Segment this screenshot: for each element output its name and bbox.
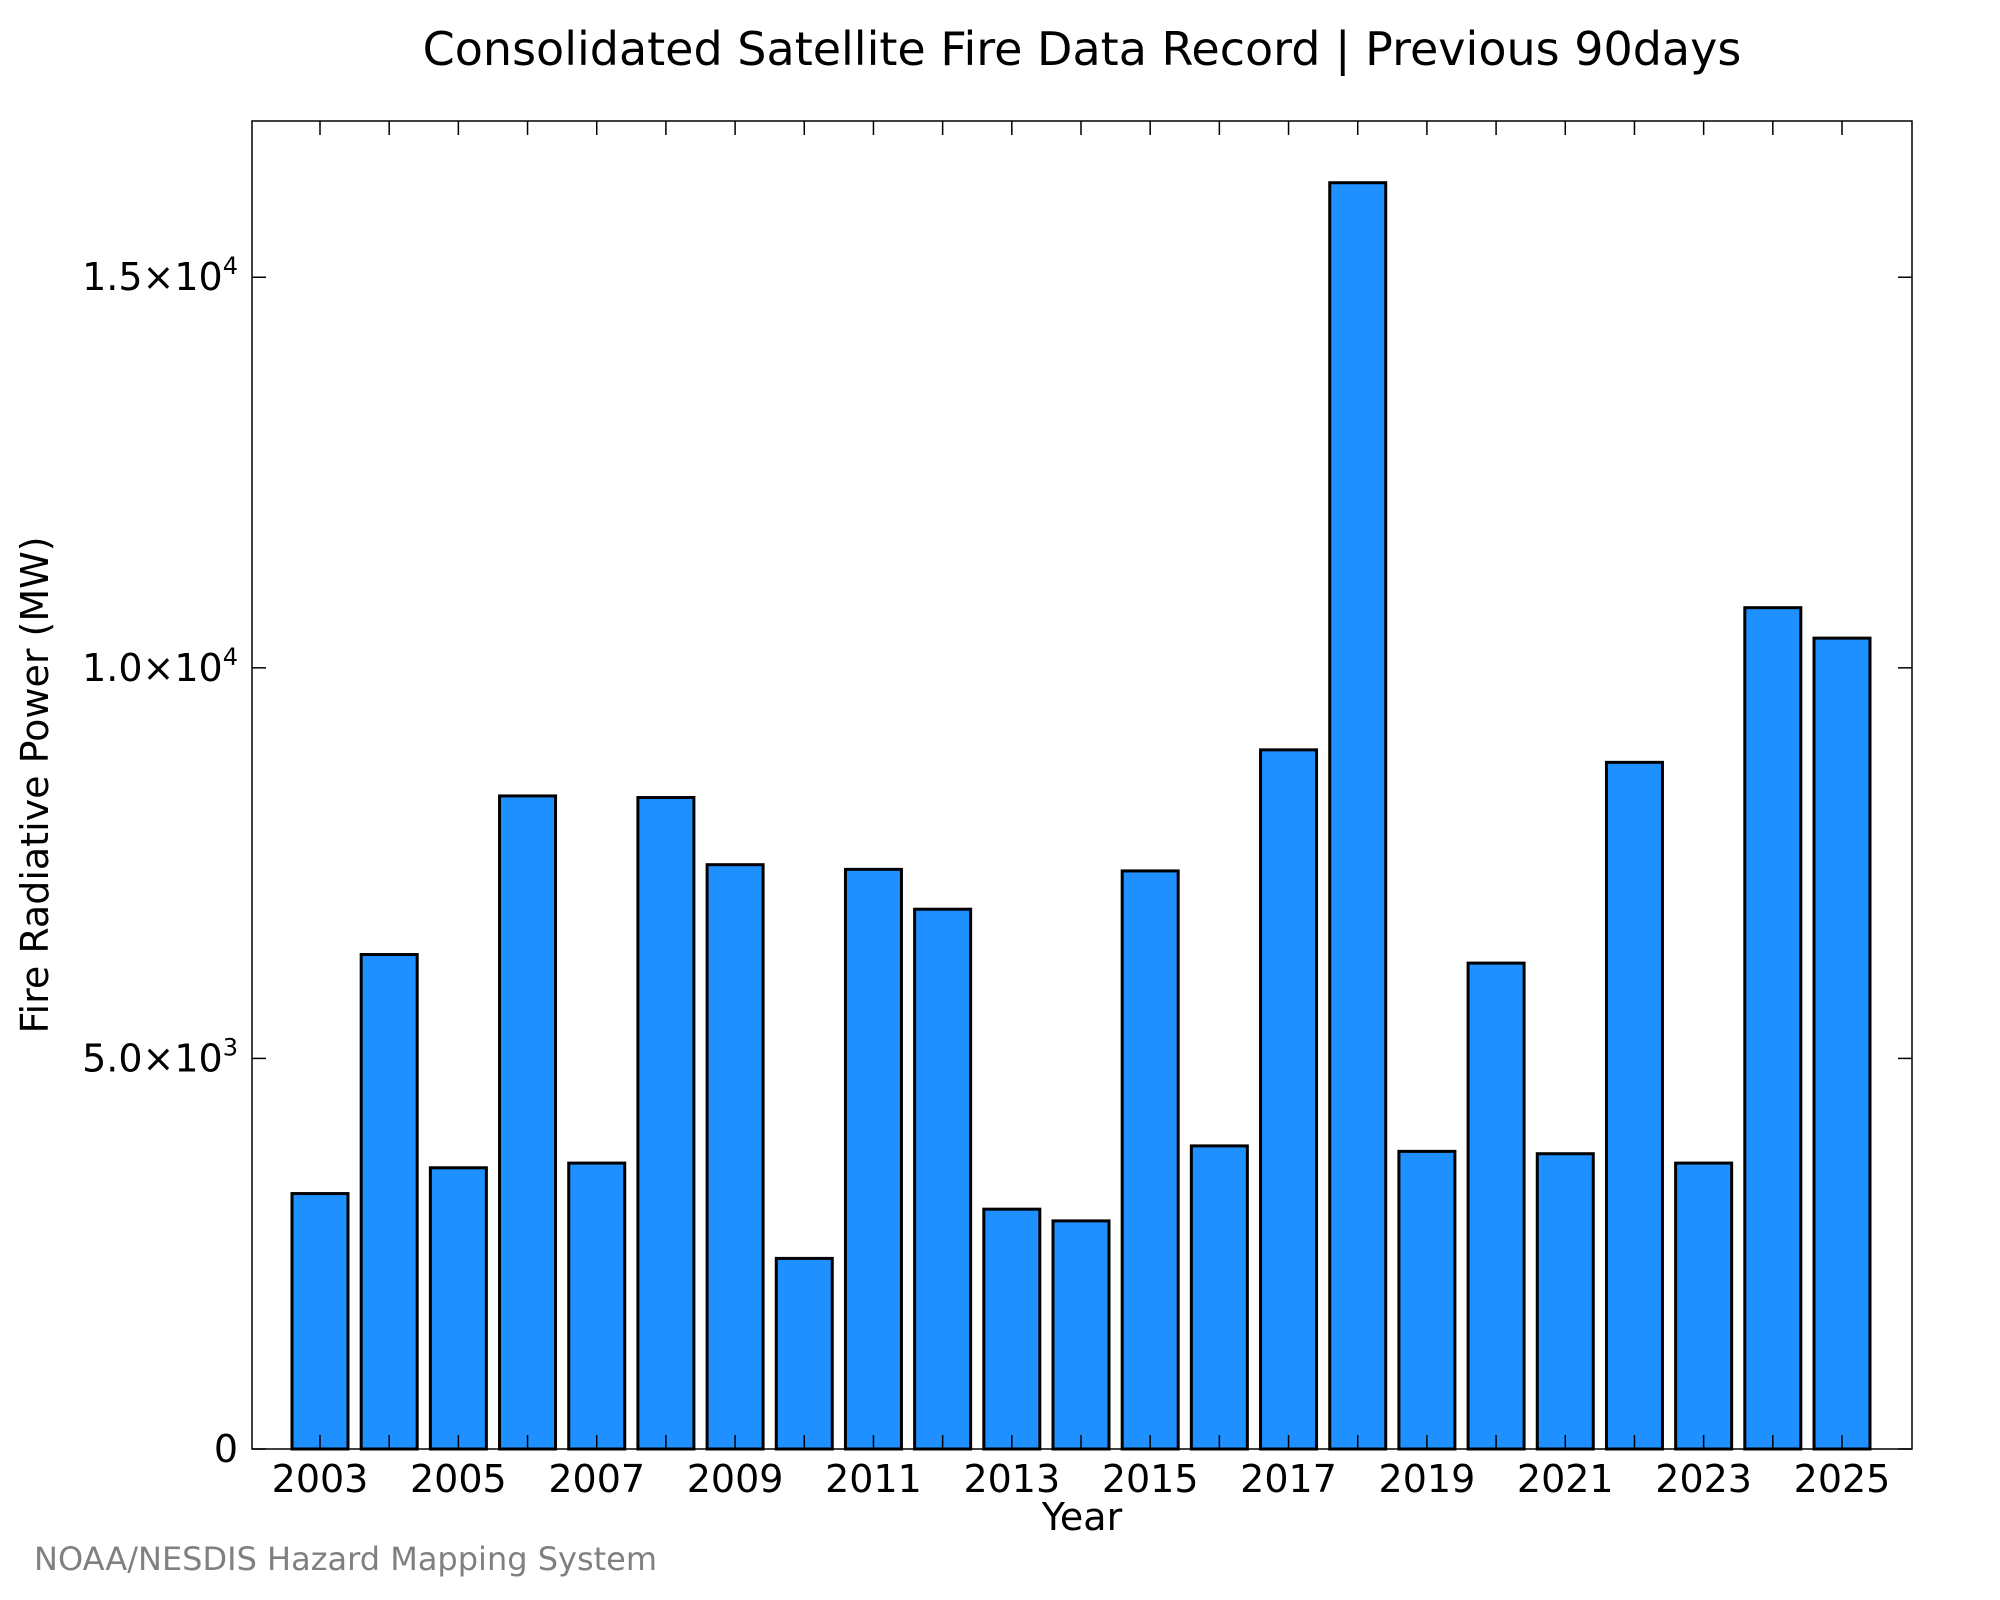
bar-2005	[428, 1166, 488, 1451]
x-tick-label-2019: 2019	[1379, 1457, 1476, 1501]
bar-2022	[1604, 760, 1664, 1451]
bar-2004	[359, 953, 419, 1451]
bar-2025	[1812, 636, 1872, 1451]
bar-2007	[567, 1161, 627, 1451]
y-tick-label-0: 0	[214, 1427, 238, 1471]
plot-frame	[251, 120, 1913, 1450]
x-tick-label-2011: 2011	[825, 1457, 922, 1501]
bar-2017	[1259, 748, 1319, 1451]
bar-2008	[636, 795, 696, 1451]
bar-2014	[1051, 1219, 1111, 1451]
bar-2023	[1674, 1161, 1734, 1451]
bar-2010	[774, 1256, 834, 1451]
bar-2016	[1189, 1144, 1249, 1451]
bar-2024	[1743, 606, 1803, 1451]
bar-2009	[705, 863, 765, 1451]
y-tick-label-15000: 1.5×104	[82, 252, 238, 299]
bars-group	[290, 181, 1872, 1451]
x-tick-label-2017: 2017	[1240, 1457, 1337, 1501]
x-tick-label-2005: 2005	[410, 1457, 507, 1501]
x-tick-label-2025: 2025	[1794, 1457, 1891, 1501]
bar-2011	[843, 867, 903, 1451]
chart-title: Consolidated Satellite Fire Data Record …	[423, 22, 1742, 77]
y-axis-label: Fire Radiative Power (MW)	[13, 536, 57, 1033]
x-tick-label-2013: 2013	[963, 1457, 1060, 1501]
x-tick-label-2015: 2015	[1102, 1457, 1199, 1501]
y-tick-label-5000: 5.0×103	[82, 1033, 238, 1080]
bar-2013	[982, 1207, 1042, 1451]
x-tick-label-2009: 2009	[687, 1457, 784, 1501]
bar-2018	[1328, 181, 1388, 1451]
bar-2003	[290, 1192, 350, 1451]
x-tick-label-2007: 2007	[548, 1457, 645, 1501]
x-axis-label: Year	[1041, 1495, 1123, 1539]
bar-2015	[1120, 869, 1180, 1451]
x-tick-label-2021: 2021	[1517, 1457, 1614, 1501]
source-credit: NOAA/NESDIS Hazard Mapping System	[34, 1540, 657, 1578]
y-tick-label-10000: 1.0×104	[82, 643, 238, 690]
ticks-group: 2003 2005 2007 2009 2011 2013 2015 2017 2019 2021…	[82, 121, 1912, 1501]
bar-2019	[1397, 1149, 1457, 1451]
bar-2021	[1535, 1152, 1595, 1451]
x-tick-label-2023: 2023	[1655, 1457, 1752, 1501]
bar-2012	[913, 907, 973, 1451]
bar-2020	[1466, 961, 1526, 1451]
x-tick-label-2003: 2003	[272, 1457, 369, 1501]
bar-2006	[498, 794, 558, 1451]
